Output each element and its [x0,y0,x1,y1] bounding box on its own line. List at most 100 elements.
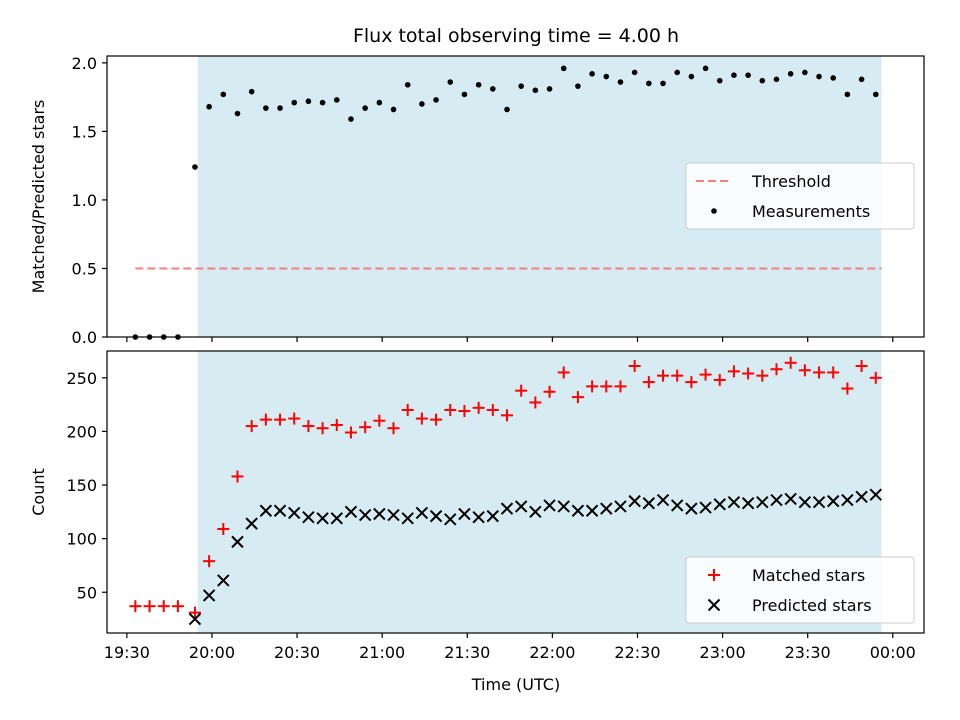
x-tick-label: 22:30 [614,643,660,662]
predicted-star-point [727,495,741,509]
predicted-star-point [741,497,755,510]
matched-star-point [713,373,726,386]
matched-star-point [827,366,840,379]
legend-label: Matched stars [752,566,865,585]
matched-star-point [614,380,627,393]
legend-marker [708,569,720,581]
measurement-point [263,105,269,111]
measurement-point [390,106,397,113]
predicted-star-point [330,512,343,525]
y-tick-label: 100 [66,530,97,549]
measurement-point [192,164,198,170]
y-tick-label: 1.0 [72,191,97,210]
matched-star-point [742,367,755,380]
measurement-point [745,72,751,78]
measurement-point [220,91,227,98]
predicted-star-point [685,502,698,515]
matched-star-point [387,422,400,435]
matched-star-point [245,420,258,433]
measurement-point [702,65,709,72]
legend-label: Threshold [751,172,831,191]
matched-star-point [143,600,156,613]
matched-star-point [359,421,372,434]
measurement-point [475,81,482,88]
matched-star-point [344,426,357,439]
matched-star-point [571,391,584,404]
matched-star-point [203,555,216,568]
predicted-star-point [784,492,797,506]
predicted-star-point [514,500,528,513]
measurement-point [830,75,837,81]
measurement-point [504,106,510,113]
matched-star-point [727,365,740,378]
predicted-star-point [288,506,301,520]
predicted-star-point [486,509,500,523]
predicted-star-point [812,495,826,509]
predicted-star-point [699,501,712,514]
y-tick-label: 250 [66,369,97,388]
matched-star-point [444,403,457,416]
measurement-point [646,80,652,87]
legend-box [685,162,915,230]
legend-box [685,556,915,624]
predicted-star-point [557,500,570,513]
legend-label: Measurements [752,202,870,221]
predicted-star-point [188,612,202,626]
measurement-point [759,77,766,84]
matched-star-point [171,600,184,613]
measurement-point [603,73,610,80]
legend-label: Predicted stars [752,596,872,615]
measurement-point [362,105,368,111]
predicted-star-point [770,493,783,507]
predicted-star-point [401,512,414,525]
matched-star-point [415,412,428,425]
measurement-point [660,80,666,87]
measurement-point [560,65,567,72]
measurement-point [305,98,312,105]
matched-star-point [157,600,170,613]
measurement-point [234,110,241,117]
matched-star-point [529,396,542,409]
matched-star-point [288,412,301,425]
matched-star-point [302,420,315,433]
x-axis-label: Time (UTC) [471,675,560,694]
x-tick-label: 23:00 [700,643,746,662]
measurement-point [802,69,808,76]
x-tick-label: 21:30 [444,643,490,662]
x-tick-label: 20:30 [274,643,320,662]
legend-marker [711,208,717,214]
matched-star-point [869,371,882,384]
predicted-star-point [387,508,400,522]
measurement-point [277,105,283,111]
legend: Matched stars Predicted stars [685,556,915,624]
matched-star-point [798,364,811,377]
predicted-star-point [600,502,613,515]
predicted-star-point [670,499,684,512]
predicted-star-point [217,574,230,587]
matched-star-point [543,385,556,398]
x-tick-label: 21:00 [359,643,405,662]
matched-star-point [600,380,613,393]
axes-frame [106,350,925,634]
predicted-star-point [841,493,854,507]
matched-star-point [316,422,329,435]
measurement-point [490,86,496,92]
y-axis-label: Matched/Predicted stars [29,100,48,294]
matched-star-point [274,413,287,426]
predicted-star-point [373,507,386,521]
measurement-point [433,97,439,103]
matched-star-point [515,384,528,397]
predicted-star-point [245,517,258,530]
matched-star-point [657,369,670,382]
y-tick-label: 50 [77,583,97,602]
predicted-star-point [259,504,273,517]
matched-star-point [401,403,414,416]
measurement-point [333,97,340,103]
measurement-point [674,69,680,76]
matched-star-point [458,405,471,418]
y-tick-label: 200 [66,422,97,441]
measurement-point [291,99,298,106]
axes-frame [106,55,925,338]
measurement-point [858,76,865,83]
